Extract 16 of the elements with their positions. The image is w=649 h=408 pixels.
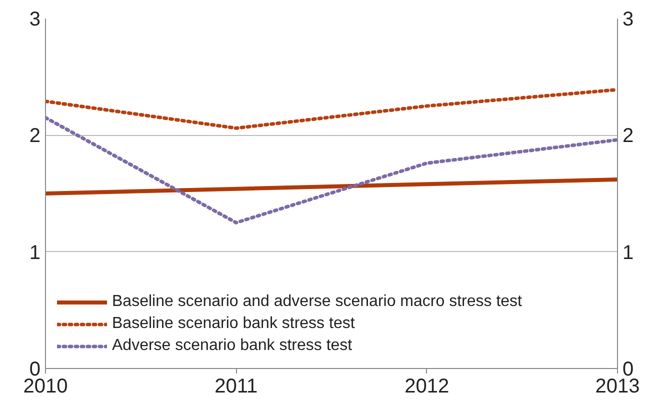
y-tick-label: 3 [29,8,40,30]
y2-tick-label: 3 [622,8,634,30]
line-series [46,116,618,224]
y2-tick-label: 1 [622,242,634,264]
legend-label: Baseline scenario bank stress test [112,315,355,333]
x-tick-label: 2012 [404,376,450,398]
y-tick-label: 2 [29,125,40,148]
x-tick-label: 2010 [23,376,68,398]
legend-label: Adverse scenario bank stress test [112,337,352,355]
y-tick-label: 1 [29,242,40,264]
line-series [46,178,618,196]
x-tick-label: 2011 [214,376,258,398]
x-tick-label: 2013 [595,376,640,398]
legend-label: Baseline scenario and adverse scenario macro stress test [112,293,522,311]
line-series [46,88,618,130]
y2-tick-label: 2 [622,125,634,148]
